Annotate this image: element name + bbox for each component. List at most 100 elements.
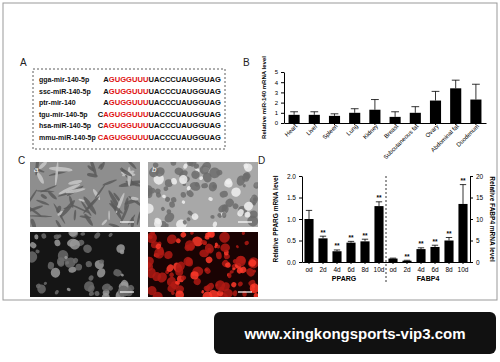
- cell: [108, 223, 120, 227]
- cell: [179, 232, 187, 239]
- x-tick-label: Ovary: [424, 123, 440, 139]
- scale-bar: [120, 221, 134, 222]
- y2-axis-tick: 10: [470, 216, 484, 223]
- error-bar: [390, 258, 396, 259]
- x-tick: Abdominal fat: [430, 123, 460, 153]
- cell: [128, 195, 140, 208]
- error-bar: [320, 236, 326, 238]
- y2-axis-tick: 20: [470, 173, 484, 180]
- error-bar: [452, 80, 460, 88]
- significance: **: [446, 230, 452, 237]
- error-bar: [362, 239, 368, 241]
- bar: [349, 113, 360, 123]
- x-tick-label: Lung: [345, 123, 359, 137]
- bar: [390, 117, 401, 123]
- sequence: AGUGGUUUUACCCUAUGGUAG: [103, 98, 221, 107]
- species-name: ssc-miR-140-5p: [39, 88, 91, 96]
- x-tick: Liver: [305, 123, 318, 137]
- x-tick-label: Spleen: [321, 123, 338, 140]
- sequence-suffix: UACCCUAUGGUAG: [148, 121, 221, 130]
- cell: [55, 205, 62, 213]
- sequence-suffix: UACCCUAUGGUAG: [148, 110, 221, 119]
- cell: [35, 249, 40, 254]
- x-tick-label: Breast: [383, 123, 400, 140]
- error-stem: [354, 109, 355, 113]
- y2-axis-tick: 0: [470, 259, 480, 266]
- y2-axis-tick: 5: [470, 237, 480, 244]
- x-axis-line: [303, 262, 471, 263]
- cell: [201, 290, 214, 297]
- cell: [130, 196, 139, 201]
- error-cap: [376, 201, 382, 202]
- cell: [148, 261, 154, 272]
- y-axis-tick: 3: [275, 90, 284, 96]
- cell: [174, 167, 184, 176]
- y2-axis-tick-label: 20: [476, 173, 484, 180]
- significance: **: [348, 234, 354, 241]
- error-stem: [415, 107, 416, 113]
- panel-c: ab: [24, 154, 260, 303]
- x-tick-label: 4d: [417, 266, 425, 273]
- cell: [165, 263, 175, 273]
- cell: [82, 243, 93, 254]
- cell: [150, 270, 163, 283]
- cell: [120, 166, 135, 186]
- cell: [163, 249, 175, 260]
- bar: [309, 115, 320, 123]
- seed-region: GUGGUUU: [109, 87, 149, 96]
- y-axis-tick-mark: [281, 103, 284, 104]
- cell: [224, 179, 234, 188]
- cell: [214, 279, 227, 292]
- error-cap: [472, 84, 480, 85]
- y-axis-tick-label: 1.5: [287, 194, 296, 201]
- x-tick: 8d: [361, 262, 369, 273]
- seed-region: AGUGGUUU: [103, 110, 149, 119]
- cell: [244, 211, 251, 218]
- cell: [112, 268, 122, 278]
- sequence: AGUGGUUUUACCCUAUGGUAG: [103, 87, 221, 96]
- cell: [175, 290, 184, 297]
- cell: [193, 163, 200, 170]
- cell: [171, 177, 178, 185]
- y-axis-tick-label: 5: [275, 69, 279, 75]
- error-cap: [432, 91, 440, 92]
- bar: [346, 243, 355, 262]
- micrograph-bg: [148, 232, 258, 297]
- cell: [58, 183, 81, 196]
- bar: [470, 100, 481, 123]
- figure-svg: ABCDgga-mir-140-5pAGUGGUUUUACCCUAUGGUAGs…: [0, 0, 500, 362]
- error-cap: [371, 99, 379, 100]
- error-cap: [320, 236, 326, 237]
- y-axis-tick-label: 0.0: [287, 259, 296, 266]
- x-tick-label: Heart: [284, 123, 299, 138]
- cell: [47, 190, 58, 200]
- y-axis-tick: 0: [275, 120, 284, 126]
- y-axis-tick-mark: [299, 198, 302, 199]
- y-axis-title: Relative PPARG mRNA level: [272, 175, 279, 262]
- x-tick-mark: [435, 262, 436, 264]
- y-axis-tick-label: 4: [275, 80, 279, 86]
- error-stem: [309, 210, 310, 219]
- x-tick: Breast: [383, 123, 400, 140]
- cell: [243, 171, 252, 180]
- cell: [215, 251, 222, 260]
- error-stem: [314, 112, 315, 115]
- x-tick-mark: [393, 262, 394, 264]
- bar: [332, 251, 341, 262]
- cell: [149, 188, 155, 194]
- panel-label: A: [20, 57, 27, 68]
- cell: [100, 292, 111, 297]
- x-tick-label: 6d: [347, 266, 355, 273]
- cell: [212, 221, 218, 227]
- x-tick: Spleen: [321, 123, 338, 141]
- error-bar: [351, 109, 359, 113]
- cell: [34, 162, 40, 176]
- cell: [55, 219, 63, 227]
- cell: [243, 184, 246, 188]
- bar: [450, 88, 461, 123]
- y-axis-tick: 0.5: [287, 237, 302, 244]
- cell: [152, 292, 162, 297]
- cell: [219, 190, 229, 199]
- panel-label: D: [258, 155, 265, 166]
- x-tick: Ovary: [424, 123, 440, 139]
